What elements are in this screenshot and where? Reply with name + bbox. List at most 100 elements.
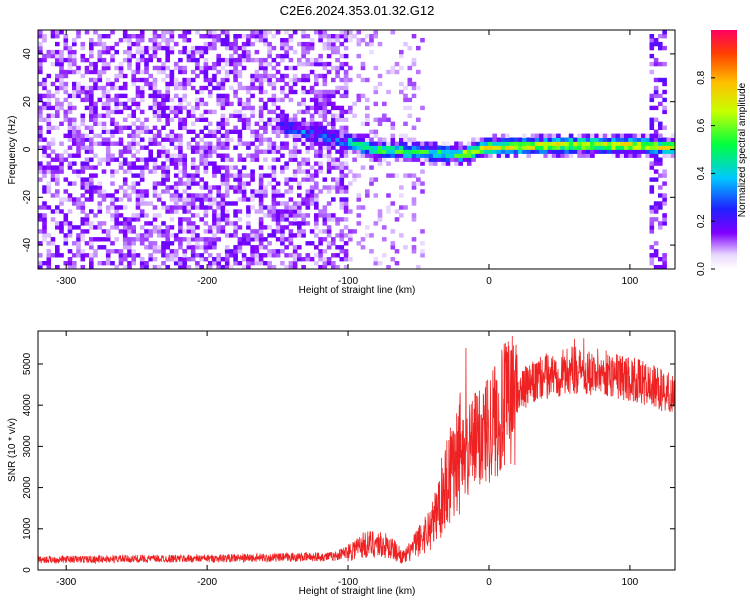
spectrogram-cell: [407, 137, 413, 142]
spectrogram-cell: [377, 217, 383, 222]
spectrogram-cell: [539, 149, 544, 154]
spectrogram-cell: [335, 265, 340, 270]
spectrogram-cell: [76, 145, 81, 150]
spectrogram-cell: [220, 77, 226, 83]
spectrogram-cell: [258, 205, 264, 210]
spectrogram-cell: [173, 261, 179, 266]
spectrogram-cell: [203, 229, 209, 234]
spectrogram-cell: [416, 149, 421, 154]
spectrogram-cell: [101, 137, 107, 142]
spectrogram-cell: [356, 221, 362, 226]
spectrogram-cell: [46, 49, 52, 55]
spectrogram-cell: [615, 149, 621, 154]
spectrogram-cell: [42, 189, 47, 194]
spectrogram-cell: [186, 225, 192, 230]
spectrogram-cell: [390, 65, 396, 71]
spectrogram-cell: [216, 257, 221, 262]
spectrogram-cell: [309, 201, 315, 206]
spectrogram-cell: [114, 189, 119, 194]
spectrogram-cell: [182, 261, 187, 266]
spectrogram-cell: [114, 209, 119, 214]
spectrogram-cell: [343, 93, 349, 99]
spectrogram-cell: [110, 249, 115, 254]
spectrogram-cell: [649, 209, 655, 214]
spectrogram-cell: [564, 141, 570, 146]
spectrogram-cell: [250, 34, 255, 39]
spectrogram-cell: [326, 157, 332, 162]
spectrogram-cell: [144, 65, 149, 71]
spectrogram-cell: [229, 57, 234, 63]
spectrogram-cell: [233, 145, 238, 150]
spectrogram-cell: [670, 149, 676, 154]
spectrogram-cell: [309, 61, 315, 67]
spectrogram-cell: [178, 261, 183, 266]
spectrogram-cell: [169, 205, 175, 210]
spectrogram-cell: [258, 117, 264, 122]
spectrogram-cell: [314, 233, 319, 238]
spectrogram-cell: [292, 133, 298, 138]
spectrogram-cell: [309, 85, 315, 91]
spectrogram-cell: [373, 34, 379, 39]
spectrogram-cell: [89, 113, 94, 118]
spectrogram-cell: [326, 161, 332, 166]
spectrogram-cell: [220, 165, 226, 170]
spectrogram-cell: [110, 173, 115, 178]
spectrogram-cell: [233, 233, 238, 238]
spectrogram-cell: [416, 145, 421, 150]
spectrogram-cell: [263, 73, 268, 79]
spectrogram-cell: [326, 245, 332, 250]
spectrogram-cell: [152, 38, 158, 43]
spectrogram-cell: [203, 45, 209, 51]
spectrogram-cell: [38, 69, 43, 75]
spectrogram-cell: [331, 89, 336, 95]
spectrogram-cell: [182, 201, 187, 206]
spectrogram-cell: [365, 34, 370, 39]
spectrogram-cell: [46, 169, 52, 174]
spectrogram-cell: [118, 257, 124, 262]
spectrogram-cell: [135, 61, 141, 67]
spectrogram-cell: [55, 34, 60, 39]
spectrogram-cell: [195, 245, 200, 250]
spectrogram-cell: [50, 177, 56, 182]
spectrogram-cell: [220, 141, 226, 146]
spectrogram-cell: [377, 145, 383, 150]
spectrogram-cell: [93, 165, 98, 170]
colorbar-tick-label: 0.6: [696, 118, 707, 132]
spectrogram-cell: [139, 97, 145, 103]
colorbar-tick-label: 0.2: [696, 214, 707, 228]
spectrogram-cell: [280, 85, 285, 91]
spectrogram-cell: [624, 145, 629, 150]
spectrogram-cell: [93, 173, 98, 178]
spectrogram-cell: [135, 65, 141, 71]
spectrogram-cell: [207, 109, 213, 115]
spectrogram-cell: [420, 181, 425, 186]
spectrogram-cell: [72, 181, 77, 186]
spectrogram-cell: [530, 133, 536, 138]
spectrogram-cell: [63, 177, 69, 182]
spectrogram-cell: [46, 257, 52, 262]
spectrogram-cell: [301, 141, 306, 146]
spectrogram-cell: [135, 129, 141, 134]
spectrogram-cell: [352, 101, 357, 107]
spectrogram-cell: [390, 133, 396, 138]
y-tick-label: 40: [22, 48, 33, 60]
spectrogram-cell: [93, 117, 98, 122]
spectrogram-cell: [246, 261, 251, 266]
spectrogram-cell: [224, 69, 230, 75]
spectrogram-cell: [492, 145, 497, 150]
spectrogram-cell: [127, 229, 132, 234]
spectrogram-cell: [356, 133, 362, 138]
spectrogram-cell: [403, 245, 408, 250]
spectrogram-cell: [156, 34, 162, 39]
spectrogram-cell: [658, 149, 663, 154]
spectrogram-cell: [288, 38, 294, 43]
spectrogram-cell: [203, 169, 209, 174]
spectrogram-cell: [356, 205, 362, 210]
spectrogram-cell: [377, 261, 383, 266]
spectrogram-cell: [424, 157, 429, 162]
spectrogram-cell: [46, 141, 52, 146]
spectrogram-cell: [173, 105, 179, 111]
spectrogram-cell: [339, 117, 345, 122]
spectrogram-cell: [662, 169, 667, 174]
spectrogram-cell: [93, 69, 98, 75]
